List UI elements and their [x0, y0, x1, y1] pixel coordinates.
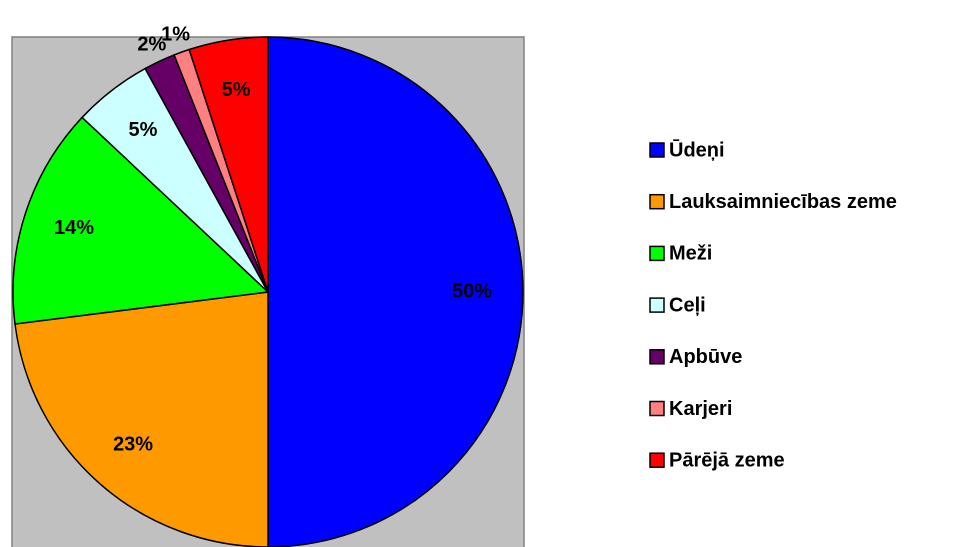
legend-swatch: [649, 245, 665, 262]
legend-label: Lauksaimniecības zeme: [669, 191, 897, 213]
data-label: 14%: [54, 217, 94, 239]
pie-slice: [12, 116, 270, 325]
data-label: 1%: [161, 24, 190, 46]
legend-label: Pārējā zeme: [669, 449, 785, 471]
pie-slice: [188, 36, 269, 293]
data-label: 5%: [222, 79, 251, 101]
data-label: 5%: [129, 119, 158, 141]
legend-label: Karjeri: [669, 398, 732, 420]
data-label: 50%: [452, 280, 492, 302]
legend-swatch: [649, 193, 665, 210]
legend-swatch: [649, 400, 665, 417]
pie-slice: [14, 291, 269, 547]
legend-swatch: [649, 297, 665, 313]
legend-swatch: [649, 142, 665, 158]
data-label: 23%: [113, 433, 153, 455]
legend-label: Apbūve: [669, 346, 742, 368]
legend-label: Meži: [669, 243, 712, 265]
legend-label: Ūdeņi: [669, 139, 725, 161]
legend-label: Ceļi: [669, 294, 706, 316]
legend-swatch: [649, 349, 665, 365]
data-label: 2%: [137, 33, 166, 55]
legend-swatch: [649, 452, 665, 468]
pie-slice: [267, 36, 524, 547]
